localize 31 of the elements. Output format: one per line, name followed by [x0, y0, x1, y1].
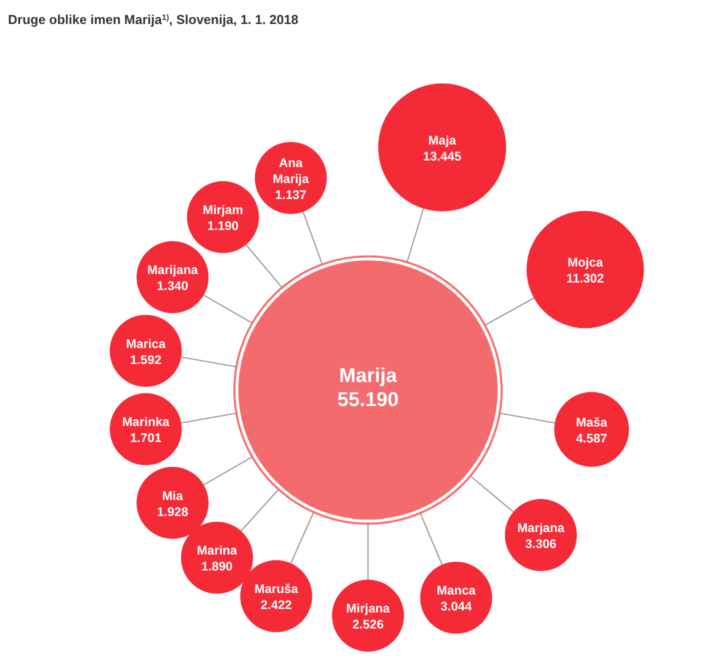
category-label: Maruša [254, 582, 300, 596]
data-label: 4.587 [576, 431, 608, 446]
data-label: 1.701 [130, 431, 162, 446]
data-label: 3.306 [525, 537, 557, 552]
data-label: 1.340 [156, 279, 188, 294]
category-label: Marica [126, 336, 167, 351]
data-label: 11.302 [566, 272, 604, 286]
category-label: Marija [339, 365, 398, 387]
category-label: Maja [428, 133, 458, 148]
data-label: 1.890 [201, 560, 233, 574]
category-label: Marinka [122, 415, 170, 430]
data-label: 1.137 [275, 188, 307, 202]
category-label: Mojca [567, 256, 604, 270]
category-label: Marina [196, 544, 238, 558]
data-label: 55.190 [337, 389, 399, 411]
data-label: 3.044 [440, 600, 472, 614]
text: Druge oblike imen Marija$^{1)}$, Slovenija, 1. 1. 2018 [8, 12, 298, 27]
category-label: Mia [162, 488, 184, 503]
category-label: Mirjana [346, 602, 391, 616]
category-label: Marjana [517, 521, 566, 536]
data-label: 1.928 [156, 504, 188, 519]
data-label: 2.422 [260, 598, 292, 612]
category-label: Marijana [147, 263, 199, 278]
data-label: 1.190 [207, 219, 239, 234]
category-label: Maša [576, 415, 608, 430]
category-label: Manca [436, 584, 477, 598]
data-label: 1.592 [130, 352, 162, 367]
category-label: Ana Marija [272, 156, 310, 186]
data-label: 13.445 [423, 149, 462, 164]
data-label: 2.526 [352, 618, 384, 632]
category-label: Mirjam [202, 203, 244, 218]
